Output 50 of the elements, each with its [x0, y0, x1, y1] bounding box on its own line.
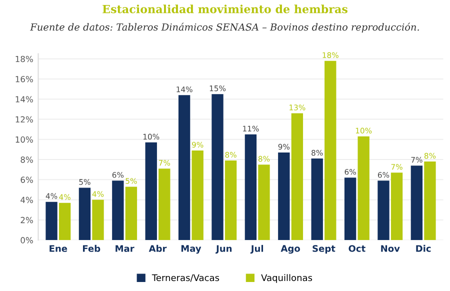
x-tick-label: Jun: [216, 245, 232, 254]
bar: [78, 188, 91, 240]
legend-label: Vaquillonas: [261, 274, 312, 283]
y-tick-label: 16%: [16, 76, 33, 82]
chart-subtitle: Fuente de datos: Tableros Dinámicos SENASA – Bovinos destino reproducción.: [30, 22, 419, 33]
bar: [244, 134, 257, 240]
y-tick-label: 0%: [20, 237, 33, 244]
y-tick-label: 14%: [16, 96, 33, 102]
bar: [92, 200, 104, 240]
x-tick-label: Sept: [312, 245, 336, 254]
x-tick-label: Mar: [116, 245, 134, 252]
legend-label: Terneras/Vacas: [152, 274, 220, 282]
x-tick-label: Ago: [280, 245, 300, 254]
bar: [378, 180, 390, 240]
y-tick-label: 2%: [20, 216, 33, 224]
y-tick-label: 8%: [20, 156, 33, 163]
x-tick-label: Abr: [148, 244, 167, 252]
y-tick-label: 10%: [16, 136, 33, 143]
chart-title: Estacionalidad movimiento de hembras: [102, 4, 348, 14]
bar: [125, 186, 138, 240]
bar: [410, 166, 423, 240]
y-tick-label: 12%: [16, 116, 33, 123]
bar: [358, 136, 370, 240]
bar: [278, 152, 290, 240]
x-tick-label: Ene: [50, 245, 68, 252]
x-tick-label: Feb: [83, 244, 100, 252]
x-tick-label: Jul: [250, 244, 264, 254]
x-tick-label: Nov: [381, 245, 400, 252]
bar: [390, 172, 403, 240]
bar: [192, 150, 204, 240]
bar: [224, 160, 237, 240]
bar: [46, 202, 58, 240]
bar: [212, 94, 224, 240]
y-tick-label: 18%: [16, 56, 33, 62]
bar: [424, 162, 436, 240]
bar: [178, 95, 190, 240]
bar: [291, 113, 304, 240]
bar: [145, 142, 157, 240]
x-tick-label: Oct: [348, 245, 366, 252]
bar: [58, 202, 71, 240]
bar: [324, 60, 336, 240]
bar: [344, 178, 356, 240]
x-tick-label: May: [181, 245, 202, 254]
bar: [112, 180, 124, 240]
y-tick-label: 6%: [20, 176, 33, 183]
bar: [258, 164, 270, 240]
y-tick-label: 4%: [20, 196, 33, 204]
bar: [158, 168, 170, 240]
bar: [311, 158, 323, 240]
x-tick-label: Dic: [416, 244, 431, 252]
